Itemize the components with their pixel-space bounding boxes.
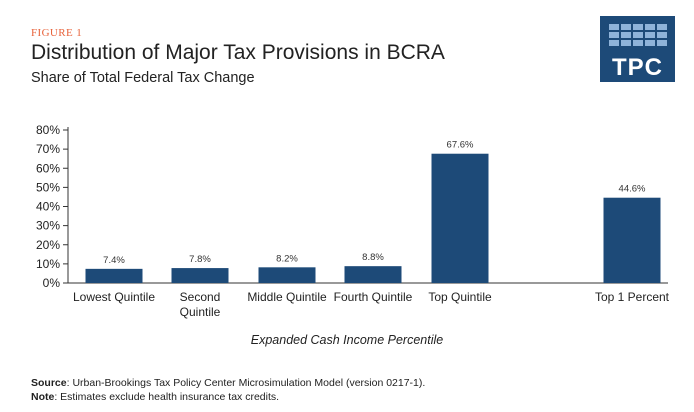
y-tick-label: 60%: [36, 161, 60, 175]
note-label: Note: [31, 391, 55, 403]
logo-grid-icon: [609, 24, 667, 46]
bar: [258, 267, 316, 283]
data-label: 7.8%: [189, 254, 211, 265]
bar: [171, 268, 229, 283]
data-label: 7.4%: [103, 255, 125, 266]
x-tick-label: Quintile: [180, 305, 221, 319]
y-tick-label: 10%: [36, 257, 60, 271]
bar: [603, 197, 661, 283]
x-tick-label: Lowest Quintile: [73, 290, 155, 304]
y-tick-label: 70%: [36, 142, 60, 156]
figure-label: FIGURE 1: [31, 27, 83, 39]
chart-title: Distribution of Major Tax Provisions in …: [31, 41, 445, 64]
y-tick-label: 20%: [36, 238, 60, 252]
y-tick-label: 80%: [36, 123, 60, 137]
y-tick-label: 0%: [43, 276, 61, 290]
note-text: : Estimates exclude health insurance tax…: [54, 391, 280, 403]
x-tick-label: Second: [180, 290, 221, 304]
x-axis-title: Expanded Cash Income Percentile: [250, 333, 444, 347]
x-tick-label: Top Quintile: [428, 290, 492, 304]
y-tick-label: 30%: [36, 219, 60, 233]
y-tick-label: 40%: [36, 200, 60, 214]
bar-chart: 0% 10% 20% 30% 40% 50% 60% 70% 80% 7.4% Lowest Qui…: [36, 123, 670, 319]
source-note: Source: Urban-Brookings Tax Policy Cente…: [31, 377, 425, 389]
source-label: Source: [31, 377, 67, 389]
x-tick-label: Fourth Quintile: [334, 290, 413, 304]
data-label: 8.8%: [362, 252, 384, 263]
source-text: : Urban-Brookings Tax Policy Center Micr…: [66, 377, 426, 389]
data-label: 8.2%: [276, 253, 298, 264]
bar: [344, 266, 402, 283]
data-label: 44.6%: [619, 184, 646, 195]
bar: [85, 268, 143, 283]
logo-text: TPC: [612, 54, 663, 81]
x-tick-label: Middle Quintile: [247, 290, 327, 304]
tpc-logo: TPC: [600, 16, 675, 82]
x-tick-label: Top 1 Percent: [595, 290, 670, 304]
y-tick-label: 50%: [36, 180, 60, 194]
bar: [431, 153, 489, 283]
chart-subtitle: Share of Total Federal Tax Change: [31, 70, 255, 86]
note: Note: Estimates exclude health insurance…: [31, 391, 279, 403]
data-label: 67.6%: [447, 140, 474, 151]
